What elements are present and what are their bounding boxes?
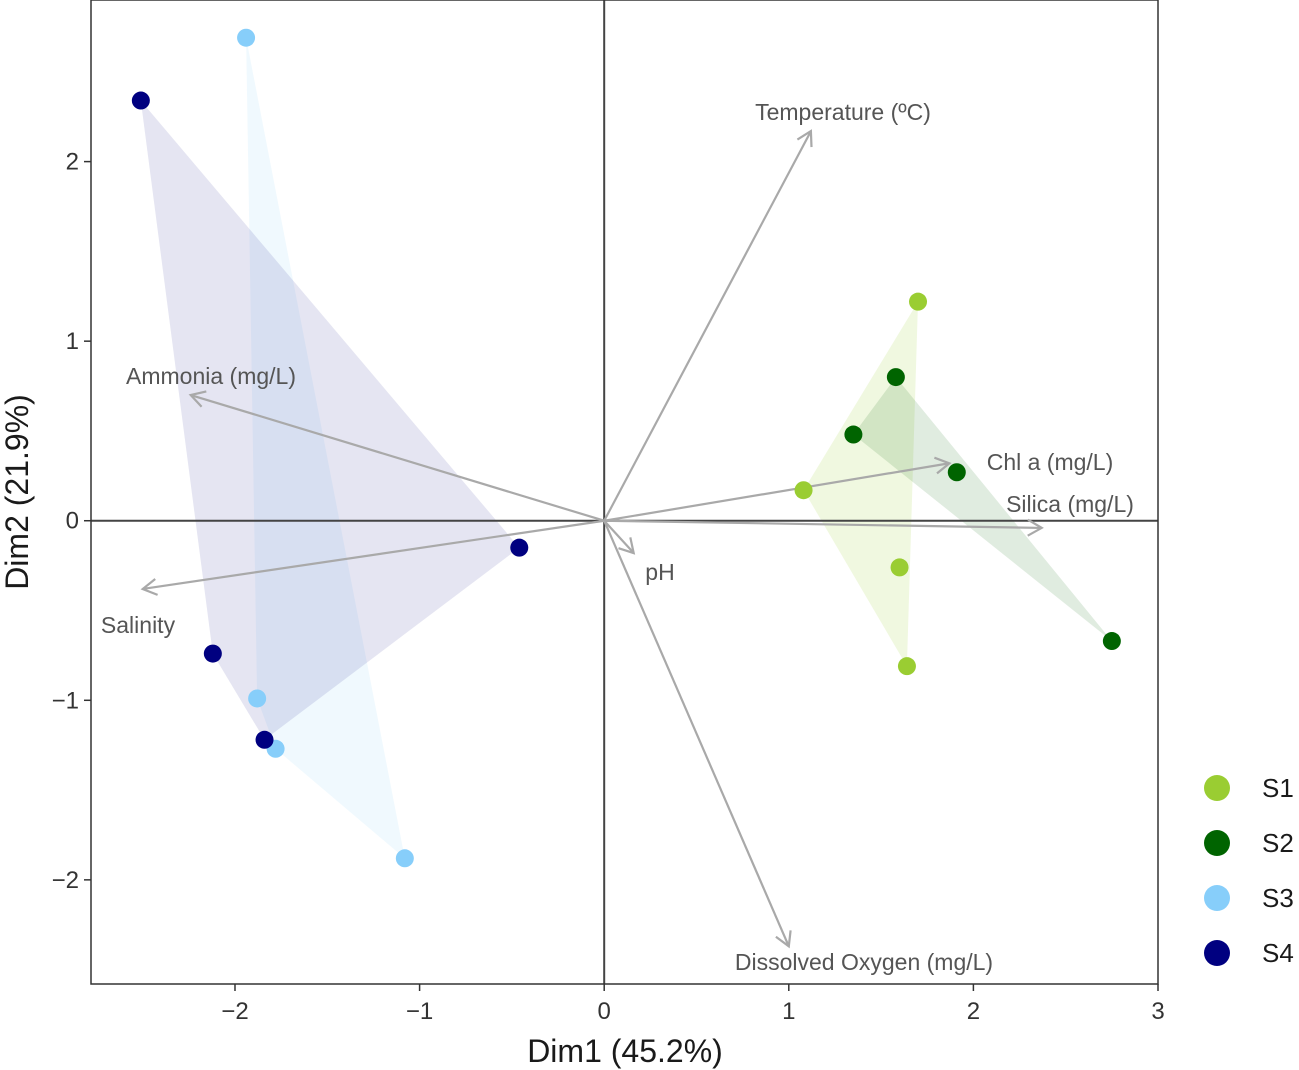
loading-arrow-head	[775, 930, 792, 949]
y-tick-label: 2	[66, 149, 79, 176]
x-tick-label: −2	[221, 998, 248, 1025]
x-axis-title: Dim1 (45.2%)	[527, 1033, 723, 1069]
loading-arrow-shaft	[603, 130, 812, 522]
y-axis-title: Dim2 (21.9%)	[0, 394, 35, 590]
plot-frame	[90, 0, 1159, 985]
loading-arrow-salinity	[140, 519, 605, 596]
var-label-silica: Silica (mg/L)	[1006, 491, 1134, 517]
point-s1-3	[890, 558, 909, 577]
loading-arrow-head	[1027, 518, 1044, 537]
point-s4-1	[131, 91, 150, 110]
point-s1-4	[897, 657, 916, 676]
x-tick-label: 0	[598, 998, 611, 1025]
legend-key-s4	[1204, 940, 1230, 966]
x-tick-label: 3	[1151, 998, 1164, 1025]
point-s1-2	[794, 481, 813, 500]
loading-arrow-temperature-c	[603, 129, 813, 522]
loading-arrow-shaft	[604, 519, 1042, 530]
var-label-ph: pH	[645, 559, 674, 585]
loading-arrow-silica-mg-l	[604, 518, 1044, 537]
var-label-temperature: Temperature (ºC)	[755, 99, 931, 125]
y-axis-ticks: −2 −1 0 1 2	[52, 149, 91, 894]
point-s2-1	[886, 368, 905, 387]
points-layer	[131, 28, 1121, 868]
legend-key-s3	[1204, 885, 1230, 911]
var-label-chl-a: Chl a (mg/L)	[987, 449, 1114, 475]
point-s2-2	[844, 425, 863, 444]
var-label-dissolved-oxygen: Dissolved Oxygen (mg/L)	[735, 949, 993, 975]
loading-arrow-shaft	[142, 519, 605, 591]
hull-s4	[140, 100, 520, 740]
x-tick-label: −1	[406, 998, 433, 1025]
hull-s3	[246, 37, 405, 859]
loading-arrow-chl-a-mg-l	[604, 456, 952, 522]
x-axis-ticks: −2 −1 0 1 2 3	[221, 984, 1165, 1025]
loading-arrow-head	[188, 390, 207, 408]
point-s4-2	[203, 644, 222, 663]
point-s3-1	[237, 28, 256, 47]
loading-arrow-shaft	[603, 520, 790, 947]
hull-s1	[803, 301, 918, 667]
legend-label-s1: S1	[1262, 773, 1294, 803]
loading-arrow-dissolved-oxygen-mg-l	[603, 520, 792, 949]
x-tick-label: 1	[782, 998, 795, 1025]
loading-arrow-head	[934, 456, 952, 475]
var-label-salinity: Salinity	[101, 612, 176, 638]
y-tick-label: −2	[52, 867, 79, 894]
y-tick-label: 1	[66, 328, 79, 355]
y-tick-label: −1	[52, 687, 79, 714]
loading-arrow-shaft	[603, 519, 635, 554]
point-s4-4	[510, 538, 529, 557]
point-s2-3	[947, 463, 966, 482]
legend-key-s2	[1204, 830, 1230, 856]
x-tick-label: 2	[967, 998, 980, 1025]
hull-s2	[853, 377, 1112, 641]
loading-arrows	[140, 129, 1044, 949]
loading-arrow-shaft	[604, 462, 950, 522]
loading-arrow-ph	[603, 519, 636, 555]
var-label-ammonia: Ammonia (mg/L)	[126, 363, 296, 389]
loading-arrow-head	[796, 129, 813, 148]
hulls-layer	[140, 37, 1112, 859]
var-label-chl-a-text: Chl a (mg/L)	[987, 449, 1114, 475]
legend: S1 S2 S3 S4	[1204, 773, 1294, 968]
legend-key-s1	[1204, 775, 1230, 801]
point-s3-4	[395, 849, 414, 868]
legend-label-s2: S2	[1262, 828, 1294, 858]
point-s1-1	[909, 292, 928, 311]
y-tick-label: 0	[66, 508, 79, 535]
loading-arrow-ammonia-mg-l	[188, 390, 605, 522]
legend-label-s3: S3	[1262, 883, 1294, 913]
point-s2-4	[1102, 632, 1121, 651]
loading-arrow-head	[618, 537, 636, 555]
legend-label-s4: S4	[1262, 938, 1294, 968]
point-s4-3	[255, 730, 274, 749]
loading-arrow-shaft	[190, 393, 605, 522]
loading-arrow-head	[140, 578, 159, 596]
point-s3-2	[248, 689, 267, 708]
